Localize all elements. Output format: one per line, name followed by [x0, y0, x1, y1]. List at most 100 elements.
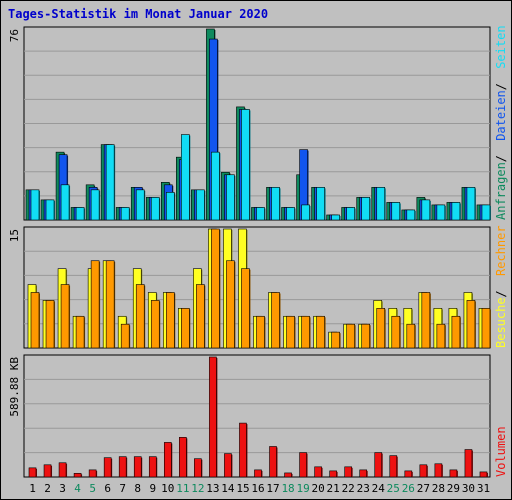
- bar-seiten: [481, 204, 491, 221]
- bar-volumen: [209, 356, 217, 478]
- bar-rechner: [211, 228, 220, 349]
- bar-seiten: [346, 207, 355, 221]
- legend-anfragen: Anfragen: [494, 162, 508, 220]
- bar-volumen: [434, 463, 443, 478]
- bar-rechner: [181, 308, 190, 349]
- day-label: 6: [104, 482, 111, 495]
- legend-besuche: Besuche: [494, 297, 508, 348]
- bar-seiten: [271, 187, 280, 221]
- panel-background: [23, 354, 491, 478]
- bar-seiten: [331, 214, 340, 221]
- day-label: 20: [312, 482, 325, 495]
- bar-seiten: [60, 184, 70, 221]
- bar-volumen: [148, 456, 157, 478]
- day-label: 12: [191, 482, 204, 495]
- bar-seiten: [90, 189, 100, 221]
- bar-rechner: [421, 292, 431, 349]
- bar-seiten: [436, 204, 446, 221]
- day-label: 18: [281, 482, 294, 495]
- bar-volumen: [374, 452, 383, 478]
- bar-seiten: [376, 187, 386, 221]
- panel-visits-sites: 15: [8, 226, 491, 349]
- bar-rechner: [45, 300, 55, 349]
- bar-volumen: [73, 473, 82, 478]
- day-label: 16: [251, 482, 264, 495]
- bar-seiten: [150, 197, 160, 221]
- bar-seiten: [286, 207, 295, 221]
- bar-volumen: [299, 452, 307, 478]
- y-max-label: 76: [8, 29, 21, 42]
- bar-seiten: [421, 199, 431, 221]
- y-max-label: 589.88 KB: [8, 357, 21, 417]
- bar-rechner: [241, 268, 250, 349]
- bar-rechner: [286, 315, 295, 349]
- bar-volumen: [314, 466, 322, 478]
- bar-volumen: [284, 472, 292, 478]
- bar-volumen: [329, 470, 337, 478]
- bar-seiten: [165, 192, 175, 221]
- bar-volumen: [179, 437, 187, 478]
- panel-volume: 589.88 KB: [8, 354, 491, 478]
- bar-volumen: [224, 453, 232, 478]
- bar-rechner: [60, 284, 70, 349]
- bar-volumen: [133, 456, 142, 478]
- bar-volumen: [28, 467, 37, 478]
- day-label: 8: [134, 482, 141, 495]
- day-label: 21: [327, 482, 340, 495]
- legend-dateien: Dateien: [494, 90, 508, 141]
- bar-seiten: [226, 174, 235, 221]
- bar-rechner: [256, 315, 265, 349]
- bar-seiten: [45, 199, 55, 221]
- bar-rechner: [105, 260, 115, 349]
- day-label: 11: [176, 482, 189, 495]
- bar-seiten: [316, 187, 325, 221]
- day-axis: 1 2 3 4 5 6 7 8 9 10 11 12 13 14 15 16 17 18 19 20 21 22 23 24 2…: [29, 482, 490, 495]
- bar-seiten: [120, 207, 130, 221]
- legend-separator: /: [494, 83, 508, 90]
- bar-seiten: [75, 207, 85, 221]
- panel-hits-files-pages: 76: [8, 26, 491, 221]
- day-label: 28: [432, 482, 445, 495]
- bar-volumen: [419, 464, 428, 478]
- day-label: 27: [417, 482, 430, 495]
- day-label: 19: [296, 482, 309, 495]
- day-label: 31: [477, 482, 490, 495]
- legend-separator: /: [494, 155, 508, 162]
- day-label: 2: [44, 482, 51, 495]
- legend-separator: /: [494, 290, 508, 297]
- bar-volumen: [58, 462, 67, 478]
- day-label: 10: [161, 482, 174, 495]
- chart-panels: 76 15 589.88 KB: [8, 26, 491, 478]
- bar-seiten: [361, 197, 371, 221]
- bar-rechner: [346, 323, 355, 349]
- bar-seiten: [211, 151, 220, 221]
- bar-volumen: [344, 466, 352, 478]
- bar-rechner: [316, 315, 325, 349]
- day-label: 5: [89, 482, 96, 495]
- day-label: 23: [357, 482, 370, 495]
- legend-seiten: Seiten: [494, 25, 508, 68]
- legend-volumen: Volumen: [494, 426, 508, 477]
- bar-seiten: [391, 202, 401, 221]
- bar-volumen: [464, 449, 473, 478]
- bar-seiten: [241, 109, 250, 221]
- bar-volumen: [389, 455, 398, 478]
- bar-volumen: [479, 471, 488, 478]
- bar-volumen: [404, 470, 413, 478]
- bar-rechner: [226, 260, 235, 349]
- day-label: 13: [206, 482, 219, 495]
- day-label: 30: [462, 482, 475, 495]
- bar-rechner: [30, 292, 40, 349]
- day-label: 9: [149, 482, 156, 495]
- bar-rechner: [196, 284, 205, 349]
- chart-title: Tages-Statistik im Monat Januar 2020: [8, 7, 268, 21]
- bar-rechner: [150, 300, 160, 349]
- bar-volumen: [254, 469, 262, 478]
- bar-seiten: [451, 202, 461, 221]
- chart-legend: Anfragen / Dateien / Seiten Besuche / Rec…: [494, 25, 508, 477]
- day-label: 26: [402, 482, 415, 495]
- bar-volumen: [88, 469, 97, 478]
- bar-volumen: [449, 469, 458, 478]
- bar-rechner: [75, 315, 85, 349]
- day-label: 15: [236, 482, 249, 495]
